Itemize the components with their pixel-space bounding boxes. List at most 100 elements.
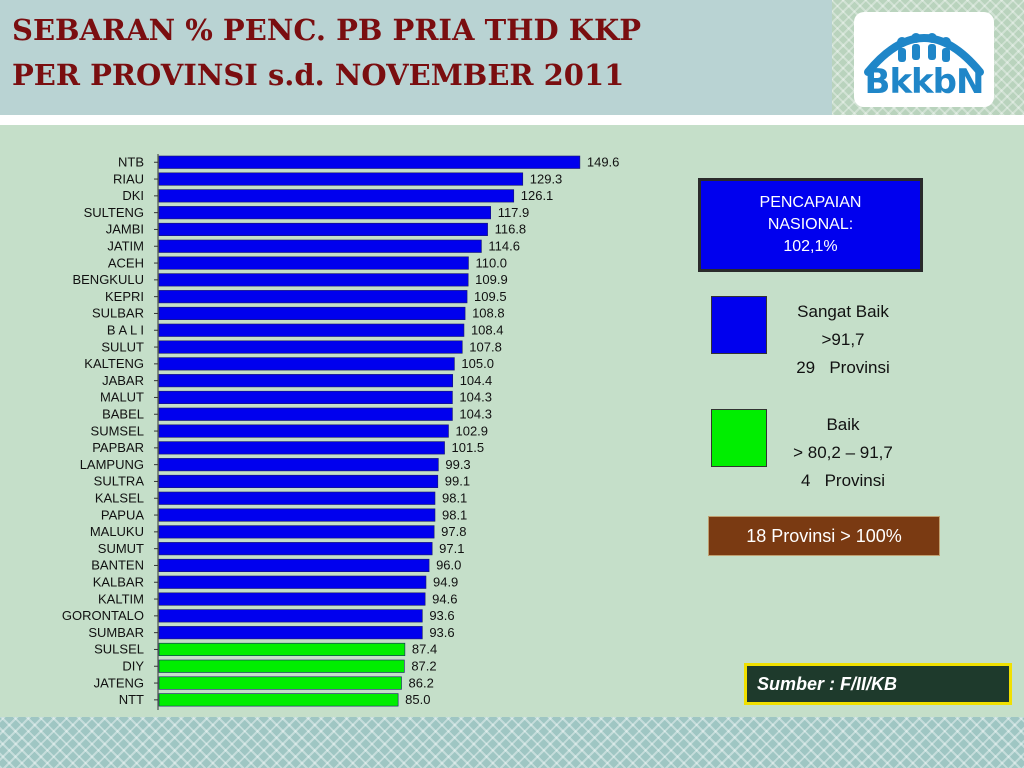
data-label: 97.1: [439, 541, 464, 556]
category-label: KALTIM: [98, 591, 144, 606]
bar: [158, 441, 445, 455]
data-label: 87.2: [411, 659, 436, 674]
bar: [158, 340, 463, 354]
bar: [158, 239, 482, 253]
category-label: SULSEL: [94, 642, 144, 657]
bar: [158, 206, 491, 220]
data-label: 104.3: [459, 390, 492, 405]
legend-unit: Provinsi: [829, 358, 890, 377]
legend-text-sangat-baik: Sangat Baik >91,7 29 Provinsi: [768, 298, 918, 382]
category-label: JATENG: [94, 675, 144, 690]
legend-range: >91,7: [821, 330, 865, 349]
data-label: 104.3: [459, 407, 492, 422]
national-line-2: NASIONAL:: [767, 216, 854, 233]
bar: [158, 626, 423, 640]
category-label: RIAU: [113, 171, 144, 186]
data-label: 114.6: [488, 239, 520, 254]
legend-label: Sangat Baik: [797, 302, 889, 321]
data-label: 108.8: [472, 306, 505, 321]
data-label: 94.9: [433, 575, 458, 590]
legend-swatch-sangat-baik: [711, 296, 767, 354]
national-value: 102,1%: [783, 238, 838, 255]
data-label: 110.0: [475, 255, 507, 270]
bar-chart: NTB 149.6 RIAU 129.3 DKI 126.1 SULTENG 117.9 JAM…: [62, 154, 619, 710]
data-label: 116.8: [495, 222, 527, 237]
category-label: ACEH: [108, 255, 144, 270]
bar: [158, 424, 449, 438]
bar: [158, 542, 433, 556]
bar: [158, 491, 436, 505]
data-label: 126.1: [521, 188, 554, 203]
legend-label: Baik: [826, 415, 860, 434]
bar: [158, 508, 436, 522]
header-bar: SEBARAN % PENC. PB PRIA THD KKP PER PROV…: [0, 0, 832, 115]
category-label: NTT: [119, 692, 144, 707]
category-label: BANTEN: [91, 558, 144, 573]
bar: [158, 474, 439, 489]
data-label: 108.4: [471, 323, 504, 338]
bar: [158, 256, 469, 270]
bar: [158, 390, 453, 404]
category-label: KALSEL: [95, 491, 144, 506]
data-label: 109.5: [474, 289, 507, 304]
bar: [158, 172, 524, 186]
bar: [158, 306, 466, 320]
national-line-1: PENCAPAIAN: [759, 194, 862, 211]
data-label: 97.8: [441, 524, 466, 539]
category-label: DIY: [122, 659, 144, 674]
bar: [158, 357, 455, 371]
data-label: 96.0: [436, 558, 461, 573]
page-title: SEBARAN % PENC. PB PRIA THD KKP PER PROV…: [12, 8, 641, 98]
bar: [158, 290, 468, 304]
summary-badge: 18 Provinsi > 100%: [708, 516, 940, 556]
bkkbn-logo: BkkbN: [854, 12, 994, 107]
data-label: 117.9: [498, 205, 530, 220]
data-label: 86.2: [409, 675, 434, 690]
category-label: JABAR: [102, 373, 144, 388]
bar: [158, 374, 454, 388]
category-label: SULUT: [101, 339, 144, 354]
category-label: NTB: [118, 155, 144, 170]
logo-text: BkkbN: [864, 62, 985, 102]
legend-count: 4: [800, 471, 811, 490]
bar: [158, 323, 465, 337]
category-label: KEPRI: [105, 289, 144, 304]
data-label: 104.4: [460, 373, 493, 388]
category-label: KALBAR: [93, 575, 144, 590]
category-label: JAMBI: [106, 222, 144, 237]
data-label: 101.5: [452, 440, 485, 455]
category-label: LAMPUNG: [80, 457, 144, 472]
category-label: B A L I: [107, 323, 144, 338]
data-label: 98.1: [442, 491, 467, 506]
category-label: MALUKU: [90, 524, 144, 539]
legend-swatch-baik: [711, 409, 767, 467]
title-line-1: SEBARAN % PENC. PB PRIA THD KKP: [12, 13, 642, 47]
bar: [158, 659, 405, 673]
category-label: SULBAR: [92, 306, 144, 321]
category-label: SUMBAR: [88, 625, 144, 640]
category-label: PAPBAR: [92, 440, 144, 455]
category-label: PAPUA: [101, 507, 144, 522]
data-label: 129.3: [530, 171, 563, 186]
data-label: 87.4: [412, 642, 437, 657]
legend-count-line: 4 Provinsi: [768, 467, 918, 495]
bar: [158, 609, 423, 623]
data-label: 99.3: [445, 457, 470, 472]
legend-count-line: 29 Provinsi: [768, 354, 918, 382]
category-label: SULTRA: [94, 474, 145, 489]
bar: [158, 407, 453, 421]
category-label: KALTENG: [84, 356, 144, 371]
data-label: 99.1: [445, 474, 470, 489]
category-label: BABEL: [102, 407, 144, 422]
data-label: 93.6: [429, 608, 454, 623]
bar: [158, 458, 439, 472]
legend-count: 29: [796, 358, 816, 377]
data-label: 107.8: [469, 339, 502, 354]
bar: [158, 676, 402, 690]
data-label: 94.6: [432, 591, 457, 606]
data-label: 102.9: [455, 423, 488, 438]
legend-unit: Provinsi: [824, 471, 886, 490]
bar: [158, 642, 406, 657]
data-label: 85.0: [405, 692, 430, 707]
family-arch-logo-icon: [864, 33, 984, 76]
